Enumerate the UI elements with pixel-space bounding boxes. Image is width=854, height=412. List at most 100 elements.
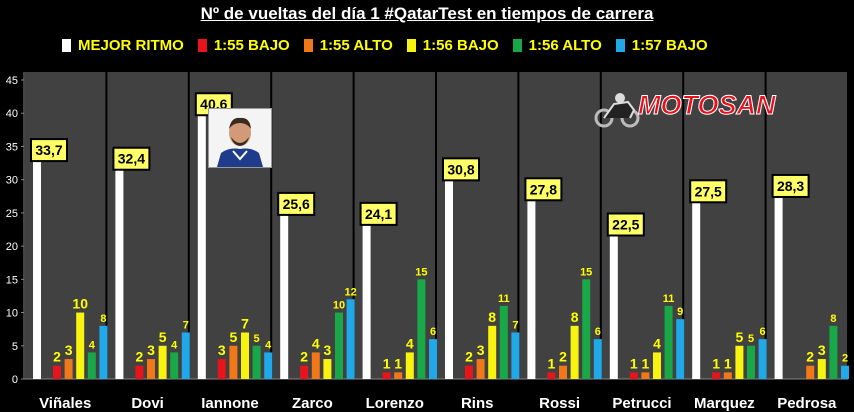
bar-1 xyxy=(382,372,391,379)
motorcycle-icon xyxy=(594,93,640,128)
bar-4 xyxy=(499,305,508,379)
bar-value-label: 4 xyxy=(171,339,178,351)
y-tick-label: 15 xyxy=(6,274,18,286)
bar-4 xyxy=(417,279,426,379)
bar-value-label: 11 xyxy=(663,293,675,305)
value-callout-label: 27,8 xyxy=(530,181,557,197)
bar-value-label: 1 xyxy=(630,355,638,371)
value-callout-box xyxy=(277,191,316,216)
bar-2 xyxy=(64,359,73,379)
bar-3 xyxy=(76,312,85,379)
bar-value-label: 9 xyxy=(677,306,683,318)
x-axis-labels: Viñales Dovi Iannone Zarco Lorenzo Rins Rossi P… xyxy=(39,395,837,412)
bar-value-label: 10 xyxy=(333,300,345,312)
bar-value-label: 1 xyxy=(394,355,402,371)
bar-best-pace xyxy=(197,109,206,379)
bar-3 xyxy=(817,359,826,379)
bar-value-label: 4 xyxy=(265,339,272,351)
bar-value-label: 4 xyxy=(653,335,661,351)
bar-value-label: 3 xyxy=(65,342,73,358)
y-axis: 0 5 10 15 20 25 30 35 40 45 xyxy=(6,75,24,386)
legend-label: 1:56 ALTO xyxy=(528,36,602,54)
bar-value-label: 1 xyxy=(712,355,720,371)
legend-label: MEJOR RITMO xyxy=(78,36,184,54)
value-callout-label: 22,5 xyxy=(612,217,639,233)
bar-2 xyxy=(394,372,403,379)
value-callout-label: 28,3 xyxy=(777,178,804,194)
chart-title: Nº de vueltas del día 1 #QatarTest en ti… xyxy=(200,4,654,23)
bar-4 xyxy=(829,325,838,379)
bar-value-label: 2 xyxy=(806,349,814,365)
legend-label: 1:57 BAJO xyxy=(631,36,708,54)
bar-1 xyxy=(53,365,61,379)
bar-5 xyxy=(758,339,767,379)
category-label: Rins xyxy=(461,395,494,412)
bar-value-label: 4 xyxy=(89,339,96,351)
bar-value-label: 4 xyxy=(312,335,320,351)
bar-1 xyxy=(547,372,556,379)
bar-value-label: 15 xyxy=(580,266,592,278)
bar-value-label: 2 xyxy=(559,349,567,365)
bars-layer xyxy=(33,109,849,379)
value-callout-label: 27,5 xyxy=(695,183,722,199)
category-label: Viñales xyxy=(39,395,91,412)
category-label: Pedrosa xyxy=(777,395,837,412)
bar-5 xyxy=(346,299,355,379)
value-callout-box xyxy=(442,157,480,182)
legend-label: 1:55 BAJO xyxy=(213,36,290,54)
bar-value-label: 7 xyxy=(241,315,249,331)
bar-value-label: 6 xyxy=(760,326,766,338)
bar-5 xyxy=(676,319,685,379)
bar-value-label: 11 xyxy=(498,293,510,305)
bar-1 xyxy=(217,359,226,379)
bar-5 xyxy=(429,339,437,379)
bar-3 xyxy=(735,345,744,379)
legend-item: 1:55 BAJO xyxy=(197,36,290,54)
bar-2 xyxy=(641,372,650,379)
value-callout-label: 32,4 xyxy=(118,151,145,167)
bar-4 xyxy=(664,305,673,379)
value-callout-label: 33,7 xyxy=(35,142,62,158)
bar-3 xyxy=(653,352,661,379)
bar-3 xyxy=(570,325,579,379)
bar-best-pace xyxy=(445,174,453,379)
bar-best-pace xyxy=(115,163,124,379)
legend-item: 1:56 ALTO xyxy=(512,36,602,54)
category-label: Rossi xyxy=(539,395,580,412)
bar-best-pace xyxy=(692,196,701,379)
bar-1 xyxy=(465,365,473,379)
bar-best-pace xyxy=(362,218,371,379)
bar-value-label: 7 xyxy=(183,319,189,331)
bar-value-label: 3 xyxy=(147,342,155,358)
legend-swatch xyxy=(615,38,625,52)
bar-1 xyxy=(629,372,638,379)
bar-value-label: 5 xyxy=(159,329,167,345)
bar-value-label: 1 xyxy=(642,355,650,371)
legend-label: 1:56 BAJO xyxy=(422,36,499,54)
bar-value-label: 3 xyxy=(818,342,826,358)
bar-value-label: 2 xyxy=(842,353,848,365)
value-callout-label: 25,6 xyxy=(283,196,310,212)
bar-3 xyxy=(158,345,167,379)
bar-value-label: 6 xyxy=(430,326,436,338)
category-label: Marquez xyxy=(694,395,755,412)
bar-4 xyxy=(335,312,343,379)
bar-value-label: 3 xyxy=(324,342,332,358)
y-tick-label: 35 xyxy=(6,141,18,153)
bar-value-label: 8 xyxy=(488,309,496,325)
value-callout-box xyxy=(524,177,563,202)
legend: MEJOR RITMO 1:55 BAJO 1:55 ALTO 1:56 BAJO 1:… xyxy=(62,35,722,55)
value-callout-box xyxy=(30,138,68,163)
bar-2 xyxy=(147,359,155,379)
y-tick-label: 40 xyxy=(6,108,18,120)
bar-3 xyxy=(405,352,414,379)
y-tick-label: 25 xyxy=(6,208,18,220)
motosan-logo: MOTOSAN xyxy=(590,88,840,128)
y-tick-label: 0 xyxy=(12,374,18,386)
bar-5 xyxy=(511,332,520,379)
bar-value-label: 6 xyxy=(595,326,601,338)
legend-item: 1:55 ALTO xyxy=(303,37,393,54)
bar-value-label: 1 xyxy=(724,355,732,371)
